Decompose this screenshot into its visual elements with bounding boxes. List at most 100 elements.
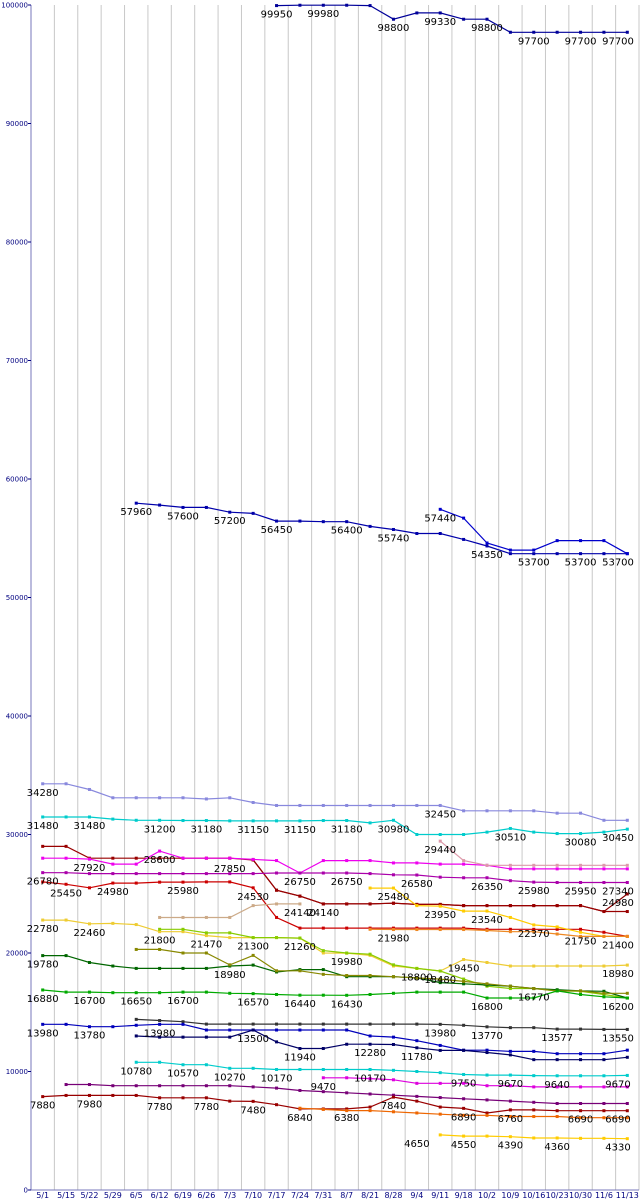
- data-label: 6380: [334, 1113, 359, 1124]
- data-label: 10170: [261, 1073, 293, 1084]
- data-point: [275, 4, 279, 8]
- x-tick-label: 5/29: [104, 1191, 122, 1200]
- y-tick-label: 70000: [6, 357, 28, 365]
- data-point: [579, 989, 583, 993]
- data-point: [532, 996, 536, 1000]
- data-point: [298, 1067, 302, 1071]
- data-label: 19450: [448, 964, 480, 975]
- series-line: [136, 502, 628, 555]
- data-point: [368, 927, 372, 931]
- data-point: [298, 1047, 302, 1051]
- data-point: [41, 844, 45, 848]
- data-point: [275, 819, 279, 823]
- data-point: [579, 880, 583, 884]
- data-point: [298, 519, 302, 523]
- data-point: [532, 1085, 536, 1089]
- y-tick-label: 100000: [1, 2, 28, 10]
- series-line: [42, 845, 628, 913]
- data-point: [508, 826, 512, 830]
- data-point: [228, 880, 232, 884]
- data-point: [321, 803, 325, 807]
- data-point: [204, 934, 208, 938]
- data-point: [134, 1084, 138, 1088]
- data-point: [368, 992, 372, 996]
- data-point: [462, 990, 466, 994]
- data-label: 99330: [424, 17, 456, 28]
- data-point: [275, 992, 279, 996]
- data-label: 57600: [167, 511, 199, 522]
- data-point: [508, 1049, 512, 1053]
- data-label: 31180: [190, 825, 222, 836]
- data-point: [134, 991, 138, 995]
- data-point: [41, 815, 45, 819]
- data-label: 18800: [401, 972, 433, 983]
- data-point: [64, 871, 68, 875]
- data-point: [204, 915, 208, 919]
- data-point: [508, 863, 512, 867]
- data-point: [111, 862, 115, 866]
- data-point: [438, 839, 442, 843]
- data-point: [275, 915, 279, 919]
- data-point: [87, 960, 91, 964]
- data-point: [251, 801, 255, 805]
- data-point: [485, 863, 489, 867]
- data-point: [87, 886, 91, 890]
- data-point: [41, 871, 45, 875]
- data-label: 16700: [74, 996, 106, 1007]
- data-point: [415, 1070, 419, 1073]
- data-point: [415, 873, 419, 877]
- data-point: [251, 953, 255, 957]
- data-point: [602, 995, 606, 999]
- series-line: [276, 4, 628, 33]
- data-label: 57200: [214, 516, 246, 527]
- data-label: 16880: [27, 994, 59, 1005]
- data-point: [602, 830, 606, 834]
- data-label: 11940: [284, 1053, 316, 1064]
- data-label: 26350: [471, 882, 503, 893]
- data-label: 98800: [378, 23, 410, 34]
- data-point: [391, 818, 395, 822]
- data-point: [134, 872, 138, 876]
- data-label: 7780: [194, 1102, 219, 1113]
- data-point: [602, 30, 606, 34]
- data-point: [532, 809, 536, 813]
- series-group: [275, 3, 629, 34]
- data-label: 7980: [77, 1099, 102, 1110]
- data-label: 9640: [544, 1080, 569, 1091]
- data-point: [508, 964, 512, 968]
- data-point: [228, 1028, 232, 1032]
- data-point: [87, 990, 91, 994]
- data-point: [415, 833, 419, 836]
- data-point: [625, 1101, 629, 1105]
- series-group: [134, 1060, 629, 1078]
- data-label: 31150: [237, 825, 269, 836]
- data-label: 34280: [27, 788, 59, 799]
- data-label: 13550: [602, 1033, 634, 1044]
- data-point: [438, 1071, 442, 1075]
- data-point: [345, 803, 349, 807]
- series-line: [439, 840, 628, 866]
- data-point: [555, 863, 559, 867]
- data-point: [415, 928, 419, 932]
- data-label: 16800: [471, 1002, 503, 1013]
- data-point: [579, 811, 583, 815]
- data-point: [485, 876, 489, 880]
- data-point: [368, 1092, 372, 1096]
- data-point: [298, 1106, 302, 1110]
- data-point: [438, 977, 442, 981]
- data-point: [532, 1108, 536, 1112]
- data-point: [532, 1074, 536, 1078]
- data-point: [134, 501, 138, 505]
- data-point: [41, 880, 45, 884]
- data-point: [508, 867, 512, 871]
- data-label: 57960: [120, 507, 152, 518]
- data-point: [438, 803, 442, 807]
- data-label: 31150: [284, 825, 316, 836]
- data-label: 7840: [381, 1101, 406, 1112]
- x-tick-label: 8/28: [384, 1191, 402, 1200]
- data-point: [228, 1084, 232, 1088]
- data-point: [625, 867, 629, 871]
- data-point: [134, 1023, 138, 1027]
- data-point: [415, 861, 419, 865]
- y-tick-label: 20000: [6, 950, 28, 958]
